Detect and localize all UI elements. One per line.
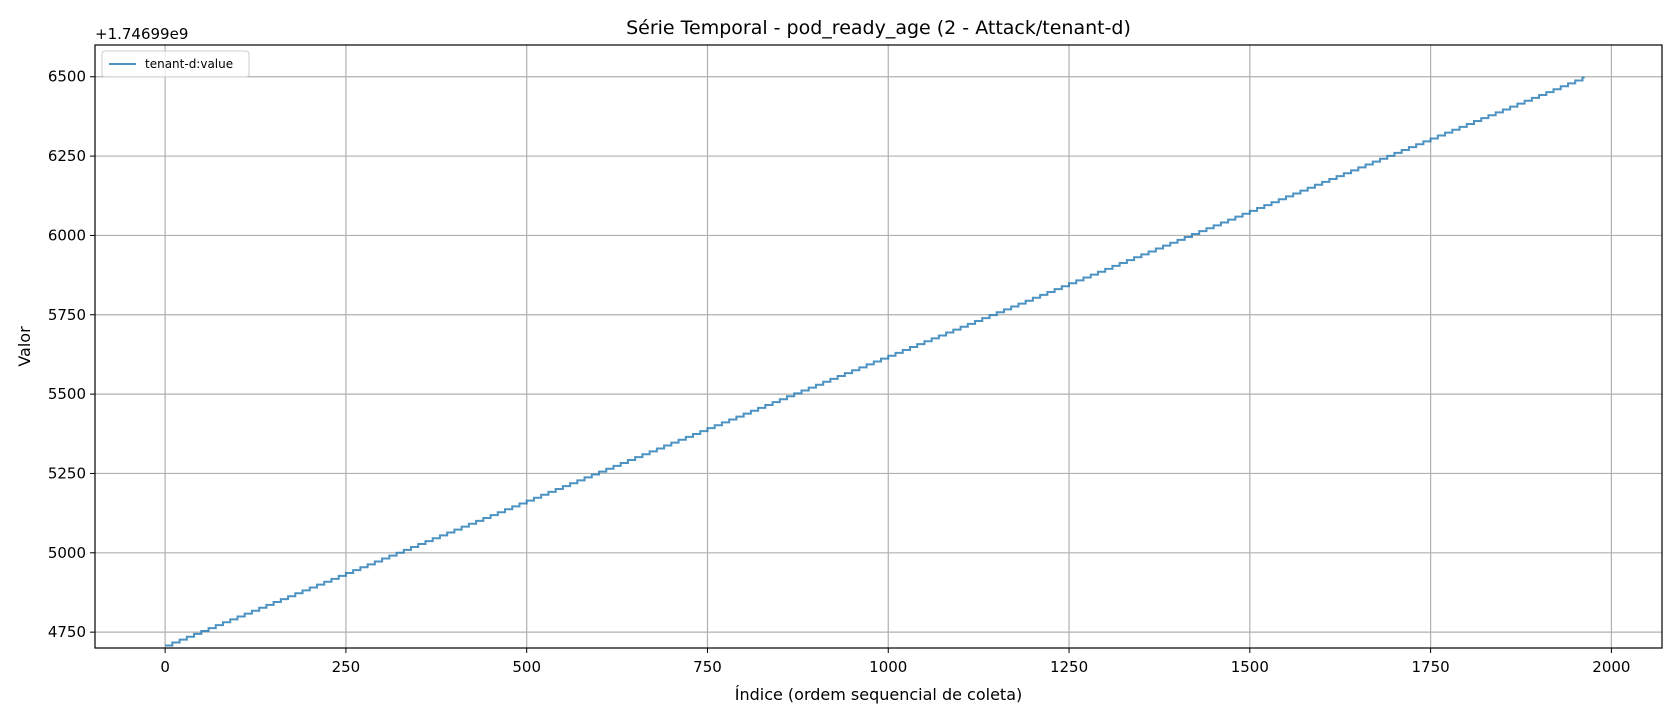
y-tick-label: 5000 xyxy=(48,544,86,562)
x-tick-label: 750 xyxy=(693,658,722,676)
y-tick-label: 6000 xyxy=(48,226,86,244)
x-tick-label: 1000 xyxy=(869,658,907,676)
plot-frame xyxy=(94,44,1663,649)
axis-ticks: 0 250 500 750 1000 1250 1500 1750 2000 4750 5000 52… xyxy=(48,68,1631,676)
x-tick-label: 500 xyxy=(512,658,541,676)
y-axis-offset-label: +1.74699e9 xyxy=(95,25,188,43)
y-tick-label: 5500 xyxy=(48,385,86,403)
y-tick-label: 5250 xyxy=(48,464,86,482)
y-tick-label: 5750 xyxy=(48,306,86,324)
x-tick-label: 2000 xyxy=(1592,658,1630,676)
y-tick-label: 4750 xyxy=(48,623,86,641)
x-tick-label: 250 xyxy=(332,658,361,676)
series-layer xyxy=(165,76,1585,647)
x-tick-label: 1250 xyxy=(1050,658,1088,676)
legend-label-tenant-d: tenant-d:value xyxy=(145,57,233,71)
legend: tenant-d:value xyxy=(101,50,250,78)
y-tick-label: 6250 xyxy=(48,147,86,165)
y-tick-label: 6500 xyxy=(48,68,86,86)
legend-box xyxy=(101,50,250,78)
y-axis-label: Valor xyxy=(15,326,34,367)
x-tick-label: 0 xyxy=(160,658,170,676)
x-tick-label: 1500 xyxy=(1231,658,1269,676)
series-line-tenant-d xyxy=(165,76,1585,647)
x-tick-label: 1750 xyxy=(1412,658,1450,676)
x-axis-label: Índice (ordem sequencial de coleta) xyxy=(735,685,1023,704)
grid-lines xyxy=(95,45,1662,648)
chart-title: Série Temporal - pod_ready_age (2 - Atta… xyxy=(626,17,1131,39)
